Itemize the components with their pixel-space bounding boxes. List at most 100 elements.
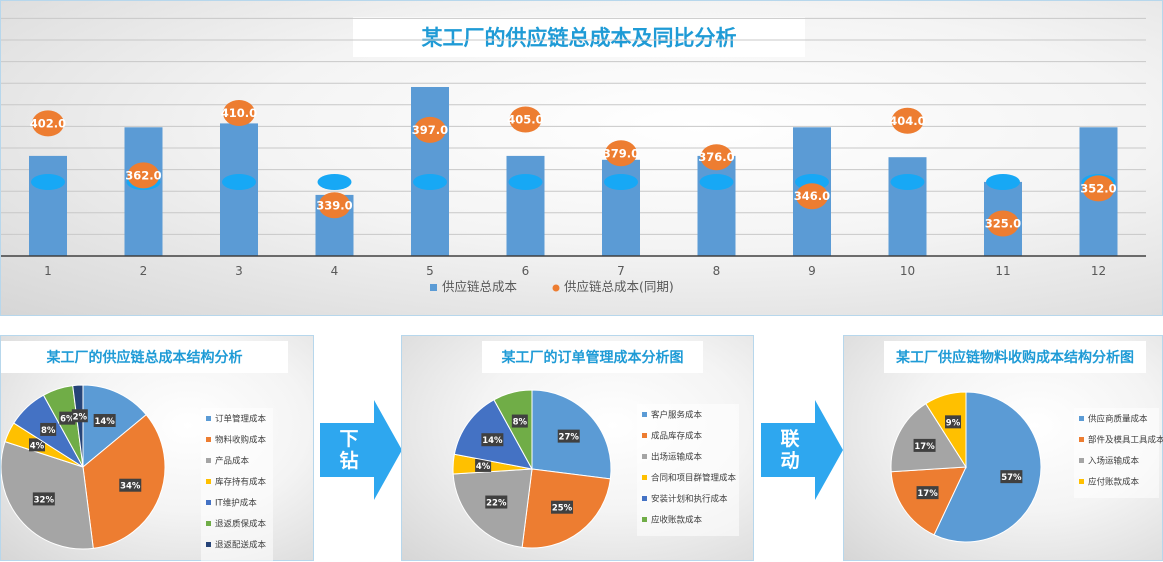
pie-slice	[72, 384, 84, 468]
pie-label-box	[481, 433, 504, 447]
pie-label-box	[40, 422, 57, 436]
bar	[411, 87, 449, 256]
x-tick-label: 3	[235, 264, 243, 278]
pie-title-material-cost: 某工厂供应链物料收购成本结构分析图	[884, 341, 1146, 373]
pie-data-label: 6%	[60, 415, 75, 425]
pie-data-label: 9%	[946, 418, 961, 428]
legend-swatch	[206, 521, 211, 526]
legend-swatch	[206, 437, 211, 442]
pie-data-label: 57%	[1001, 473, 1022, 483]
prior-data-label: 362.0	[125, 168, 161, 182]
pie-slice	[925, 391, 967, 469]
bar	[124, 127, 163, 256]
legend-label: 应收账款成本	[651, 515, 703, 526]
prior-data-label: 404.0	[889, 114, 925, 128]
legend-label: 部件及模具工具成本	[1088, 435, 1163, 446]
pie-label-box	[32, 492, 55, 506]
pie-label-box	[475, 458, 492, 472]
legend-swatch	[642, 454, 647, 459]
legend-label: 合同和项目群管理成本	[651, 473, 737, 484]
prior-marker	[987, 210, 1019, 237]
legend-label: 出场运输成本	[651, 452, 703, 463]
legend-swatch	[1079, 437, 1084, 442]
bar	[506, 155, 545, 256]
pie-label-box	[59, 411, 76, 425]
pie-slice	[890, 466, 967, 536]
legend-label: 退返配送成本	[215, 540, 267, 551]
pie-label-box	[511, 414, 528, 428]
pie-data-label: 8%	[513, 418, 528, 428]
pie-data-label: 17%	[917, 489, 938, 499]
pie-data-label: 34%	[120, 482, 141, 492]
legend-label: 安装计划和执行成本	[651, 494, 728, 505]
prior-marker	[700, 144, 733, 171]
legend-swatch	[642, 412, 647, 417]
link-arrow-icon	[761, 400, 843, 500]
prior-data-label: 346.0	[794, 189, 830, 203]
pie-data-label: 17%	[914, 442, 935, 452]
legend-box	[1074, 408, 1159, 498]
pie-data-label: 25%	[552, 504, 573, 514]
pie-label-box	[93, 413, 116, 427]
pie-label-box	[913, 438, 936, 452]
legend-box	[201, 408, 273, 561]
x-tick-label: 11	[995, 264, 1010, 278]
legend-swatch	[1079, 479, 1084, 484]
pie-panel-total-cost: 某工厂的供应链总成本结构分析 14% 34% 32% 4% 8% 6% 2% 订单管理成本 物料…	[0, 335, 314, 561]
legend-label: 成品库存成本	[651, 431, 703, 442]
legend-swatch	[1079, 416, 1084, 421]
pie-label-box	[485, 495, 508, 509]
pie-data-label: 2%	[73, 412, 88, 422]
prior-data-label: 352.0	[1080, 181, 1116, 195]
x-tick-label: 8	[713, 264, 721, 278]
pie-slice	[493, 389, 533, 470]
drill-down-label: 下钻	[337, 428, 361, 472]
prior-data-label: 339.0	[316, 198, 352, 212]
pie-title-total-cost: 某工厂的供应链总成本结构分析	[1, 341, 288, 373]
current-marker	[986, 174, 1020, 190]
legend-swatch	[206, 500, 211, 505]
bar-chart: 1 2 3 4 5 6 7 8 9 10 11 12402.0362.0410.0339.0397.0…	[1, 17, 1146, 294]
legend-label: 订单管理成本	[215, 414, 267, 425]
pie-data-label: 22%	[486, 499, 507, 509]
legend-swatch-current	[430, 284, 437, 291]
current-marker	[413, 174, 447, 190]
pie-data-label: 4%	[476, 462, 491, 472]
prior-data-label: 402.0	[30, 116, 66, 130]
prior-marker	[32, 110, 64, 137]
drill-down-text: 下钻	[339, 428, 359, 472]
x-tick-label: 5	[426, 264, 434, 278]
pie-label-box	[71, 409, 88, 423]
prior-marker	[223, 100, 255, 126]
legend-swatch	[206, 416, 211, 421]
legend-swatch-prior	[552, 284, 560, 292]
legend-label: 退返质保成本	[215, 519, 267, 530]
prior-marker	[509, 106, 542, 133]
legend-swatch	[206, 458, 211, 463]
pie-slice	[890, 402, 967, 473]
legend-label: IT维护成本	[215, 498, 257, 509]
pie-title-order-cost: 某工厂的订单管理成本分析图	[482, 341, 703, 373]
pie-panel-order-cost: 某工厂的订单管理成本分析图 27% 25% 22% 4% 14% 8% 客户服务成本 成品库存…	[401, 335, 754, 561]
prior-data-label: 397.0	[412, 123, 448, 137]
legend-swatch	[642, 475, 647, 480]
top-chart-panel: 某工厂的供应链总成本及同比分析 1 2 3 4 5 6 7 8 9 10 11 12 402.0 362.…	[0, 0, 1163, 316]
current-marker	[508, 174, 543, 190]
prior-marker	[891, 107, 924, 134]
pie-data-label: 32%	[34, 495, 55, 505]
bar	[697, 155, 736, 256]
prior-data-label: 379.0	[603, 146, 639, 160]
legend-label-prior: 供应链总成本(同期)	[564, 279, 674, 294]
prior-marker	[318, 192, 351, 219]
current-marker	[699, 174, 734, 190]
pie-label-box	[1000, 470, 1023, 484]
x-tick-label: 2	[140, 264, 148, 278]
bar	[888, 157, 927, 256]
x-tick-label: 10	[900, 264, 915, 278]
pie-label-box	[119, 478, 142, 492]
prior-marker	[605, 140, 637, 167]
x-tick-label: 7	[617, 264, 625, 278]
legend-swatch	[206, 542, 211, 547]
legend-label: 产品成本	[215, 456, 250, 467]
